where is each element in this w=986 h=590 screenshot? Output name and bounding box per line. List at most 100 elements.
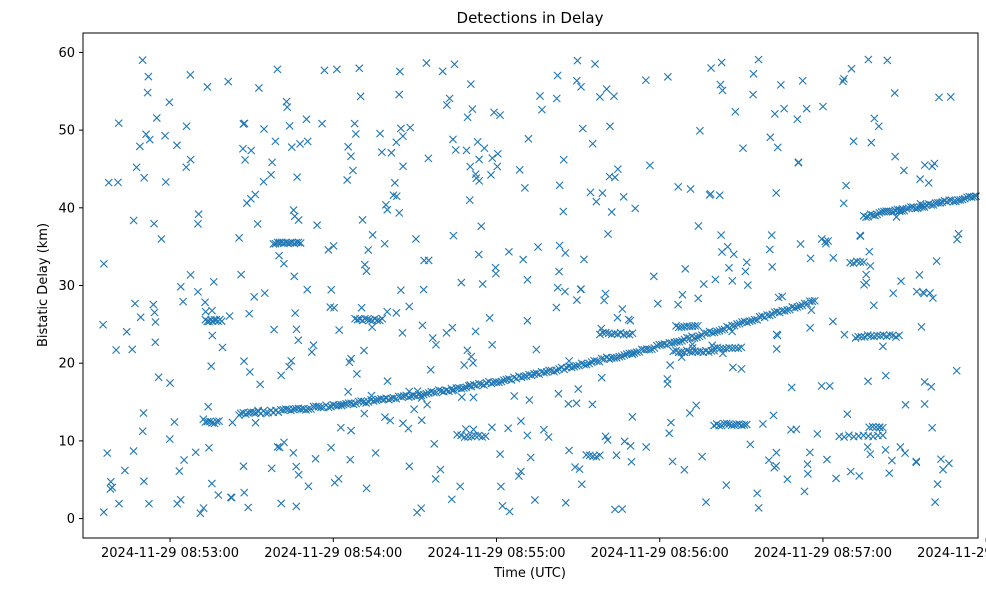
noise-point xyxy=(855,471,864,480)
noise-point xyxy=(887,456,896,465)
noise-point xyxy=(240,357,249,366)
noise-point xyxy=(260,289,269,298)
noise-point xyxy=(496,482,505,491)
noise-point xyxy=(544,433,553,441)
noise-point xyxy=(607,208,616,217)
noise-point xyxy=(901,449,910,458)
noise-point xyxy=(327,285,336,294)
track-point xyxy=(745,317,754,326)
noise-point xyxy=(256,380,265,389)
noise-point xyxy=(144,499,153,508)
noise-point xyxy=(392,308,401,317)
track-point xyxy=(660,339,669,348)
noise-point xyxy=(555,267,564,276)
noise-point xyxy=(577,82,585,91)
noise-point xyxy=(149,300,158,309)
noise-point xyxy=(364,245,373,254)
noise-point xyxy=(448,323,457,332)
noise-point xyxy=(746,440,755,449)
track-point xyxy=(494,378,503,387)
noise-point xyxy=(399,419,407,428)
noise-point xyxy=(928,294,937,303)
noise-point xyxy=(395,90,404,99)
noise-point xyxy=(723,242,732,251)
track-point xyxy=(497,377,506,386)
noise-point xyxy=(309,341,318,350)
noise-point xyxy=(194,210,203,219)
noise-point xyxy=(399,162,408,171)
noise-point xyxy=(944,459,953,468)
noise-point xyxy=(702,498,710,507)
noise-point xyxy=(154,373,163,382)
noise-point xyxy=(473,137,482,146)
noise-point xyxy=(376,129,385,138)
noise-point xyxy=(624,315,633,324)
track-point xyxy=(906,203,915,211)
noise-point xyxy=(383,307,392,316)
track-point xyxy=(304,405,313,413)
cluster-point xyxy=(722,344,731,353)
noise-point xyxy=(776,80,785,89)
track-point xyxy=(949,197,958,206)
track-point xyxy=(875,208,884,217)
noise-point xyxy=(694,294,703,303)
noise-point xyxy=(680,465,689,474)
noise-point xyxy=(406,123,415,132)
noise-point xyxy=(250,292,259,301)
noise-point xyxy=(618,504,627,513)
noise-point xyxy=(129,216,138,225)
noise-point xyxy=(99,508,108,517)
noise-point xyxy=(505,507,514,516)
noise-point xyxy=(717,58,726,67)
noise-point xyxy=(144,72,153,81)
noise-point xyxy=(106,484,115,493)
noise-point xyxy=(610,173,619,182)
noise-point xyxy=(383,377,392,386)
cluster-point xyxy=(854,332,863,341)
noise-point xyxy=(717,231,726,240)
cluster-point xyxy=(471,431,480,440)
noise-point xyxy=(924,178,933,187)
noise-point xyxy=(952,366,961,375)
noise-point xyxy=(681,264,690,273)
noise-point xyxy=(99,259,108,268)
noise-point xyxy=(245,309,254,318)
noise-point xyxy=(586,188,595,197)
track-point xyxy=(969,192,978,201)
noise-point xyxy=(606,122,614,131)
track-point xyxy=(585,359,594,368)
noise-point xyxy=(398,132,407,141)
noise-point xyxy=(769,411,778,420)
track-point xyxy=(510,373,518,382)
noise-point xyxy=(344,387,353,396)
x-tick-label: 2024-11-29 08:57:00 xyxy=(754,546,892,561)
track-point xyxy=(715,326,724,335)
track-point xyxy=(469,380,478,389)
x-tick-label: 2024-11-29 08:56:00 xyxy=(591,546,729,561)
plot-area xyxy=(83,33,978,538)
track-point xyxy=(520,372,529,381)
noise-point xyxy=(592,197,601,206)
noise-point xyxy=(565,356,574,365)
cluster-point xyxy=(728,344,737,353)
noise-point xyxy=(792,425,801,434)
noise-point xyxy=(539,425,548,434)
noise-point xyxy=(485,313,494,322)
noise-point xyxy=(825,381,834,390)
cluster-point xyxy=(481,432,490,441)
noise-point xyxy=(674,182,683,191)
noise-point xyxy=(843,410,852,419)
noise-point xyxy=(561,249,570,257)
cluster-point xyxy=(208,418,217,427)
noise-point xyxy=(686,185,695,194)
noise-point xyxy=(618,305,627,314)
cluster-point xyxy=(378,314,387,323)
noise-point xyxy=(347,354,356,363)
noise-point xyxy=(574,385,583,394)
cluster-point xyxy=(878,431,887,440)
noise-point xyxy=(150,308,159,317)
noise-point xyxy=(604,230,612,238)
noise-point xyxy=(678,290,687,299)
track-point xyxy=(399,392,408,401)
track-point xyxy=(728,321,737,330)
